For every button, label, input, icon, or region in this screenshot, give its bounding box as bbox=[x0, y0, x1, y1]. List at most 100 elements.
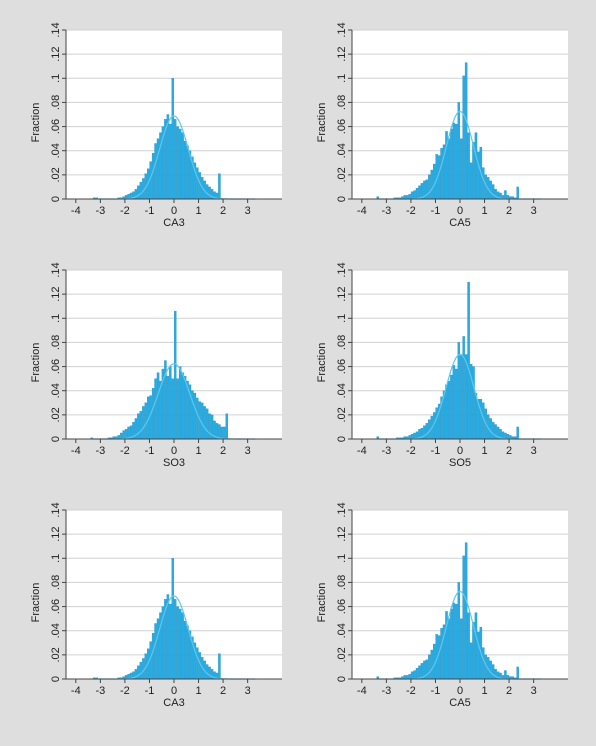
histogram-bar bbox=[452, 365, 456, 440]
x-tick-label: 2 bbox=[220, 445, 226, 457]
histogram-bar bbox=[169, 124, 172, 200]
histogram-bar bbox=[447, 618, 451, 680]
y-tick-label: .02 bbox=[336, 407, 348, 422]
histogram-bar bbox=[166, 376, 170, 440]
histogram-bar bbox=[176, 378, 179, 440]
x-tick-label: -1 bbox=[431, 445, 441, 457]
histogram-bar bbox=[203, 406, 206, 440]
x-tick-label: 2 bbox=[506, 685, 512, 697]
x-tick-label: -3 bbox=[95, 445, 105, 457]
histogram-bar bbox=[408, 194, 411, 200]
histogram-bar bbox=[435, 407, 438, 440]
histogram-bar bbox=[205, 408, 209, 440]
histogram-bar bbox=[200, 402, 204, 440]
histogram-bar bbox=[452, 122, 456, 200]
histogram-bar bbox=[477, 631, 480, 680]
x-axis-label: CA3 bbox=[163, 697, 184, 709]
histogram-bar bbox=[176, 126, 179, 200]
y-tick-label: .14 bbox=[50, 22, 62, 37]
histogram-bar bbox=[494, 189, 497, 200]
x-tick-label: 3 bbox=[531, 445, 537, 457]
histogram-bar bbox=[457, 102, 460, 200]
x-tick-label: 2 bbox=[220, 685, 226, 697]
histogram-bar bbox=[440, 148, 443, 200]
histogram-bar bbox=[428, 174, 431, 200]
histogram-bar bbox=[218, 173, 221, 200]
histogram-bar bbox=[432, 643, 436, 680]
y-tick-label: .12 bbox=[50, 526, 62, 541]
histogram-bar bbox=[491, 664, 495, 680]
x-tick-label: -1 bbox=[145, 445, 155, 457]
y-tick-label: .1 bbox=[336, 74, 348, 83]
histogram-bar bbox=[171, 558, 174, 680]
x-tick-label: 3 bbox=[245, 685, 251, 697]
histogram-bar bbox=[504, 190, 507, 200]
histogram-bar bbox=[139, 411, 143, 440]
histogram-bar bbox=[208, 666, 211, 680]
histogram-bar bbox=[196, 397, 199, 440]
histogram-bar bbox=[479, 399, 483, 440]
histogram-bar bbox=[196, 647, 199, 680]
histogram-bar bbox=[183, 376, 187, 440]
histogram-bar bbox=[156, 138, 160, 200]
y-tick-label: .12 bbox=[336, 286, 348, 301]
y-tick-label: .12 bbox=[50, 46, 62, 61]
y-tick-label: .04 bbox=[50, 623, 62, 638]
histogram-svg: 0 .02 .04 .06 .08 .1 .12 .14 -4 -3 -2 -1 0 1 2 3 SO3 Frac… bbox=[30, 262, 282, 469]
histogram-bar bbox=[181, 132, 184, 200]
histogram-bar bbox=[208, 413, 211, 440]
histogram-bar bbox=[178, 366, 182, 440]
x-tick-label: 0 bbox=[457, 205, 463, 217]
x-tick-label: -2 bbox=[406, 205, 416, 217]
histogram-bar bbox=[464, 542, 468, 680]
x-tick-label: -4 bbox=[357, 205, 367, 217]
histogram-bar bbox=[418, 665, 421, 680]
x-tick-label: 1 bbox=[195, 205, 201, 217]
x-tick-label: 0 bbox=[171, 205, 177, 217]
histogram-bar bbox=[428, 654, 431, 680]
panel-so5: 0 .02 .04 .06 .08 .1 .12 .14 -4 -3 -2 -1 0 1 2 3 SO5 Frac… bbox=[296, 252, 581, 490]
histogram-bar bbox=[410, 191, 414, 200]
histogram-bar bbox=[457, 582, 460, 680]
x-tick-label: -3 bbox=[381, 205, 391, 217]
histogram-bar bbox=[154, 143, 157, 200]
histogram-bar bbox=[474, 612, 478, 680]
histogram-bar bbox=[225, 413, 228, 440]
histogram-bar bbox=[413, 670, 416, 680]
histogram-bar bbox=[447, 138, 451, 200]
histogram-svg: 0 .02 .04 .06 .08 .1 .12 .14 -4 -3 -2 -1 0 1 2 3 CA5 Frac… bbox=[316, 22, 568, 229]
histogram-bar bbox=[452, 602, 456, 680]
histogram-bar bbox=[504, 670, 507, 680]
y-axis-label: Fraction bbox=[316, 103, 328, 143]
histogram-bar bbox=[489, 660, 492, 680]
histogram-bar bbox=[137, 185, 140, 200]
y-axis-label: Fraction bbox=[316, 343, 328, 383]
histogram-bar bbox=[166, 594, 170, 680]
histogram-bar bbox=[156, 372, 160, 440]
histogram-bar bbox=[469, 162, 473, 200]
y-tick-label: .04 bbox=[50, 143, 62, 158]
histogram-bar bbox=[491, 184, 495, 200]
histogram-bar bbox=[183, 140, 187, 200]
histogram-bar bbox=[144, 402, 147, 440]
histogram-bar bbox=[425, 659, 429, 680]
y-tick-label: 0 bbox=[336, 676, 348, 682]
histogram-bar bbox=[156, 618, 160, 680]
y-tick-label: .1 bbox=[50, 74, 62, 83]
histogram-bar bbox=[122, 430, 125, 440]
histogram-bar bbox=[137, 413, 140, 440]
histogram-bar bbox=[450, 128, 453, 200]
histogram-bar bbox=[450, 374, 453, 440]
histogram-bar bbox=[469, 642, 473, 680]
x-tick-label: -1 bbox=[145, 685, 155, 697]
histogram-bar bbox=[181, 372, 184, 440]
x-tick-label: -2 bbox=[120, 685, 130, 697]
histogram-bar bbox=[516, 186, 519, 200]
histogram-svg: 0 .02 .04 .06 .08 .1 .12 .14 -4 -3 -2 -1 0 1 2 3 SO5 Frac… bbox=[316, 262, 568, 469]
y-tick-label: .14 bbox=[336, 262, 348, 277]
y-tick-label: .02 bbox=[50, 407, 62, 422]
histogram-bar bbox=[464, 62, 468, 200]
y-tick-label: .06 bbox=[50, 119, 62, 134]
y-tick-label: .1 bbox=[50, 314, 62, 323]
